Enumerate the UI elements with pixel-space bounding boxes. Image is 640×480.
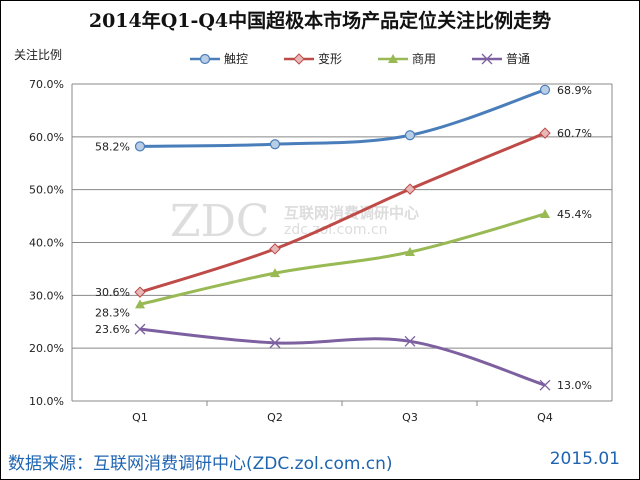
legend-marker [293,52,305,65]
source-note: 数据来源：互联网消费调研中心(ZDC.zol.com.cn) [8,454,393,474]
legend-triangle-icon [378,53,409,63]
data-point [404,130,416,141]
legend-marker [199,53,211,64]
legend: 触控 变形 商用 普通 [190,50,530,67]
y-tick-label: 20.0% [29,342,64,355]
legend-item: 变形 [284,50,342,67]
legend-item: 商用 [378,50,436,67]
data-point [269,337,281,349]
data-label: 45.4% [557,208,592,221]
data-point [539,127,551,139]
legend-item: 普通 [472,50,530,67]
data-point [270,268,280,278]
data-point [134,323,146,335]
x-tick-label: Q1 [132,411,148,424]
data-label: 28.3% [95,306,130,319]
y-tick-label: 50.0% [29,184,64,197]
data-point [269,243,281,255]
date-note: 2015.01 [549,449,620,469]
data-point [539,379,551,391]
legend-circle-icon [190,53,220,64]
series-line-0 [139,88,546,148]
data-point [134,141,146,152]
chart-title: 2014年Q1-Q4中国超极本市场产品定位关注比例走势 [88,10,552,32]
legend-label: 普通 [506,52,531,66]
data-label: 30.6% [95,286,130,299]
data-label: 58.2% [95,140,130,153]
series-line-1 [139,131,546,294]
y-tick-label: 10.0% [29,395,64,408]
data-point [404,335,416,347]
data-point [404,183,416,195]
y-tick-label: 70.0% [29,78,64,91]
x-tick-label: Q4 [537,411,553,424]
data-label: 13.0% [557,379,592,392]
data-point [539,84,551,95]
x-tick-label: Q2 [267,411,283,424]
watermark-logo: ZDC [170,196,270,247]
data-point [135,299,145,309]
legend-label: 触控 [224,52,249,66]
y-axis-label: 关注比例 [14,48,63,62]
data-point [540,208,550,218]
data-point [405,247,415,257]
x-tick-label: Q3 [402,411,418,424]
y-tick-label: 40.0% [29,237,64,250]
legend-label: 商用 [412,52,437,66]
series-line-3 [139,327,546,387]
y-tick-label: 60.0% [29,131,64,144]
legend-marker [481,53,493,64]
legend-x-icon [472,53,503,64]
data-point [269,139,281,150]
series-line-2 [139,212,546,306]
data-point [134,286,146,298]
y-tick-label: 30.0% [29,289,64,302]
legend-diamond-icon [284,52,315,65]
watermark-name: 互联网消费调研中心 [284,204,420,222]
data-label: 60.7% [557,127,592,140]
legend-label: 变形 [318,52,343,66]
legend-item: 触控 [190,50,248,67]
data-label: 68.9% [557,84,592,97]
data-label: 23.6% [95,323,130,336]
legend-marker [388,53,399,63]
